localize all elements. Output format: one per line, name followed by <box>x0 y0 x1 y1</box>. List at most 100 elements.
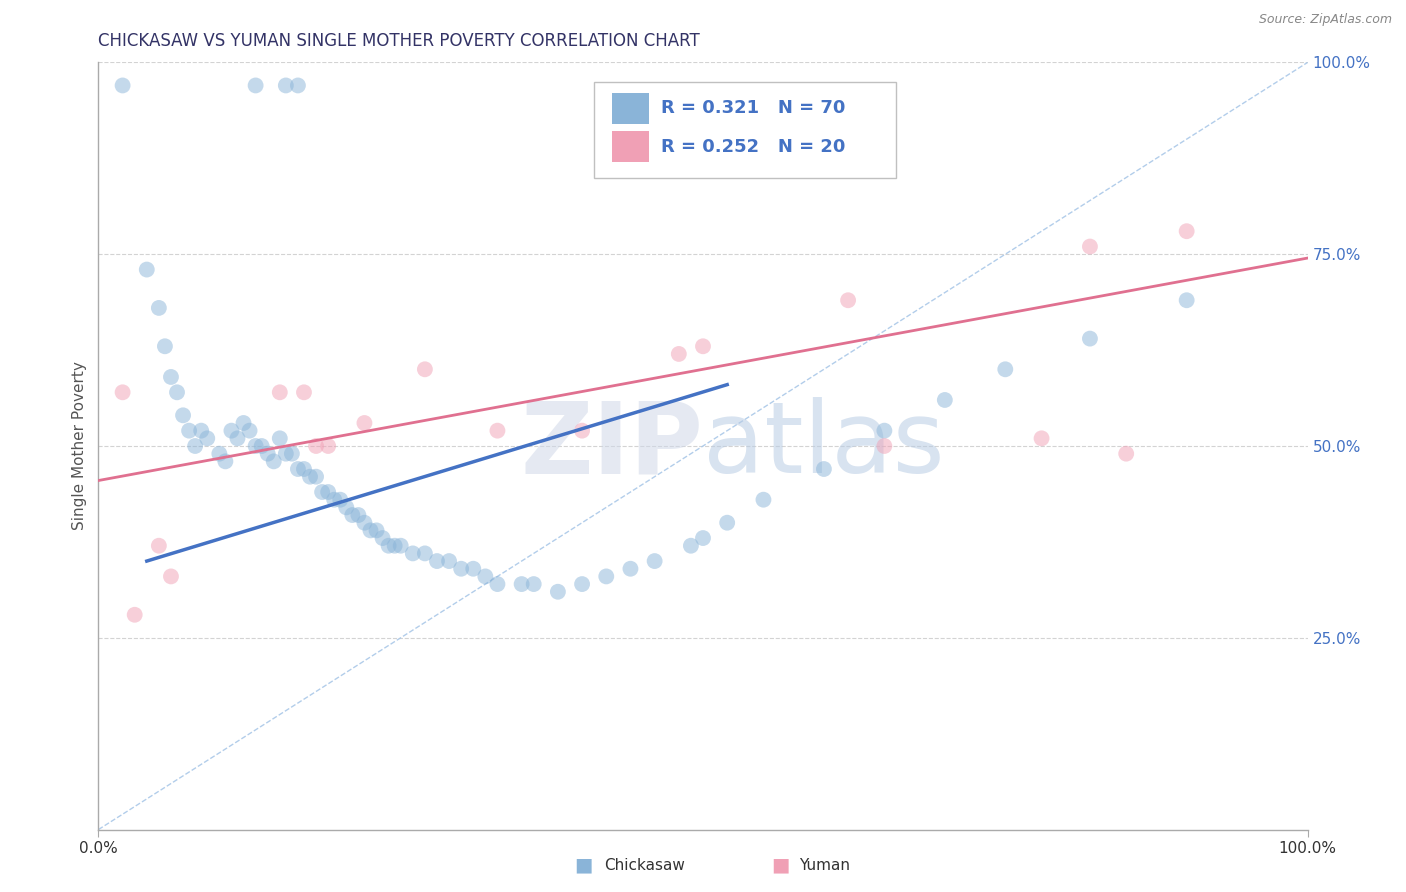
Text: Source: ZipAtlas.com: Source: ZipAtlas.com <box>1258 13 1392 27</box>
Point <box>299 469 322 483</box>
Point <box>239 424 262 438</box>
Point <box>402 546 425 560</box>
Point <box>571 577 593 591</box>
Point <box>413 546 436 560</box>
Text: ZIP: ZIP <box>520 398 703 494</box>
Point <box>377 539 399 553</box>
Point <box>837 293 859 308</box>
Text: atlas: atlas <box>703 398 945 494</box>
Point <box>668 347 690 361</box>
Text: R = 0.321   N = 70: R = 0.321 N = 70 <box>661 100 845 118</box>
Point <box>124 607 146 622</box>
Text: Yuman: Yuman <box>799 858 849 872</box>
Point <box>547 584 569 599</box>
Point <box>221 424 243 438</box>
Point <box>692 531 714 545</box>
Point <box>245 439 267 453</box>
Point <box>450 562 472 576</box>
Point <box>474 569 496 583</box>
Point <box>148 539 170 553</box>
Point <box>644 554 666 568</box>
Point <box>752 492 775 507</box>
Point <box>274 447 297 461</box>
Point <box>329 492 352 507</box>
Point <box>160 370 183 384</box>
Point <box>366 524 388 538</box>
Point <box>214 454 236 468</box>
Point <box>232 416 254 430</box>
Point <box>172 409 194 423</box>
Point <box>292 385 315 400</box>
Point <box>316 439 339 453</box>
Point <box>353 516 375 530</box>
Point <box>371 531 394 545</box>
Point <box>994 362 1017 376</box>
Point <box>179 424 201 438</box>
Point <box>692 339 714 353</box>
Point <box>463 562 485 576</box>
Y-axis label: Single Mother Poverty: Single Mother Poverty <box>72 361 87 531</box>
Point <box>486 424 509 438</box>
Point <box>111 385 134 400</box>
Point <box>190 424 212 438</box>
FancyBboxPatch shape <box>613 131 648 162</box>
Point <box>160 569 183 583</box>
Point <box>287 462 309 476</box>
Point <box>679 539 702 553</box>
Point <box>316 485 339 500</box>
Point <box>245 78 267 93</box>
Point <box>269 431 291 445</box>
Point <box>1175 293 1198 308</box>
Point <box>384 539 406 553</box>
Point <box>1115 447 1137 461</box>
Point <box>305 439 328 453</box>
Point <box>256 447 278 461</box>
FancyBboxPatch shape <box>613 93 648 124</box>
Point <box>263 454 285 468</box>
Point <box>311 485 333 500</box>
Point <box>305 469 328 483</box>
Point <box>135 262 157 277</box>
Point <box>250 439 273 453</box>
FancyBboxPatch shape <box>595 81 897 178</box>
Point <box>323 492 346 507</box>
Point <box>873 424 896 438</box>
Point <box>873 439 896 453</box>
Point <box>426 554 449 568</box>
Point <box>335 500 357 515</box>
Point <box>195 431 218 445</box>
Point <box>342 508 364 522</box>
Point <box>389 539 412 553</box>
Point <box>437 554 460 568</box>
Point <box>1175 224 1198 238</box>
Point <box>353 416 375 430</box>
Point <box>184 439 207 453</box>
Point <box>486 577 509 591</box>
Point <box>1078 332 1101 346</box>
Point <box>269 385 291 400</box>
Point <box>148 301 170 315</box>
Point <box>813 462 835 476</box>
Point <box>360 524 382 538</box>
Point <box>716 516 738 530</box>
Point <box>287 78 309 93</box>
Point <box>571 424 593 438</box>
Point <box>274 78 297 93</box>
Text: R = 0.252   N = 20: R = 0.252 N = 20 <box>661 138 845 156</box>
Point <box>153 339 176 353</box>
Text: CHICKASAW VS YUMAN SINGLE MOTHER POVERTY CORRELATION CHART: CHICKASAW VS YUMAN SINGLE MOTHER POVERTY… <box>98 32 700 50</box>
Point <box>281 447 304 461</box>
Point <box>111 78 134 93</box>
Point <box>934 392 956 407</box>
Point <box>347 508 370 522</box>
Text: ■: ■ <box>770 855 790 875</box>
Point <box>619 562 641 576</box>
Point <box>595 569 617 583</box>
Point <box>413 362 436 376</box>
Point <box>1031 431 1053 445</box>
Text: ■: ■ <box>574 855 593 875</box>
Text: Chickasaw: Chickasaw <box>605 858 686 872</box>
Point <box>1078 239 1101 253</box>
Point <box>523 577 546 591</box>
Point <box>292 462 315 476</box>
